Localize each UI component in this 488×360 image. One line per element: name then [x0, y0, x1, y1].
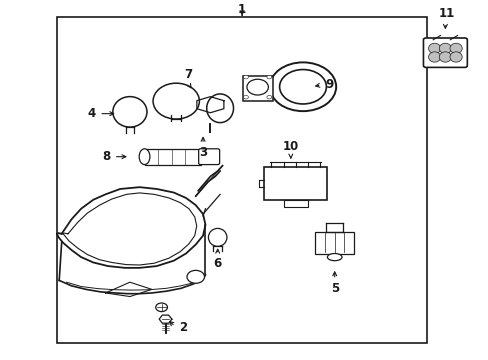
Text: 7: 7 — [184, 68, 192, 81]
Ellipse shape — [427, 52, 440, 62]
Text: 2: 2 — [178, 321, 186, 334]
Ellipse shape — [438, 43, 450, 54]
Circle shape — [279, 69, 326, 104]
Circle shape — [266, 95, 271, 99]
Ellipse shape — [438, 52, 450, 62]
Circle shape — [186, 270, 204, 283]
Ellipse shape — [449, 52, 461, 62]
Text: 10: 10 — [282, 140, 298, 153]
Text: 3: 3 — [199, 146, 207, 159]
Text: 11: 11 — [438, 8, 454, 21]
Text: 6: 6 — [213, 257, 222, 270]
Text: 1: 1 — [238, 3, 245, 16]
FancyBboxPatch shape — [198, 149, 219, 165]
Circle shape — [243, 75, 248, 79]
Circle shape — [269, 62, 335, 111]
Ellipse shape — [206, 94, 233, 123]
Ellipse shape — [113, 96, 147, 127]
Bar — [264, 167, 327, 200]
Circle shape — [266, 75, 271, 79]
Circle shape — [243, 95, 248, 99]
Circle shape — [246, 79, 268, 95]
Bar — [283, 200, 307, 207]
Bar — [144, 149, 200, 165]
Ellipse shape — [139, 149, 150, 165]
Circle shape — [156, 303, 167, 312]
Ellipse shape — [208, 228, 226, 246]
Text: 9: 9 — [325, 78, 332, 91]
Ellipse shape — [449, 43, 461, 54]
Bar — [57, 17, 427, 343]
Bar — [315, 232, 353, 253]
Ellipse shape — [327, 253, 341, 261]
FancyBboxPatch shape — [423, 38, 467, 67]
Text: 8: 8 — [102, 150, 110, 163]
Ellipse shape — [153, 83, 199, 119]
Text: 4: 4 — [87, 107, 96, 120]
Ellipse shape — [427, 43, 440, 54]
Bar — [242, 76, 272, 101]
Text: 5: 5 — [330, 282, 338, 295]
